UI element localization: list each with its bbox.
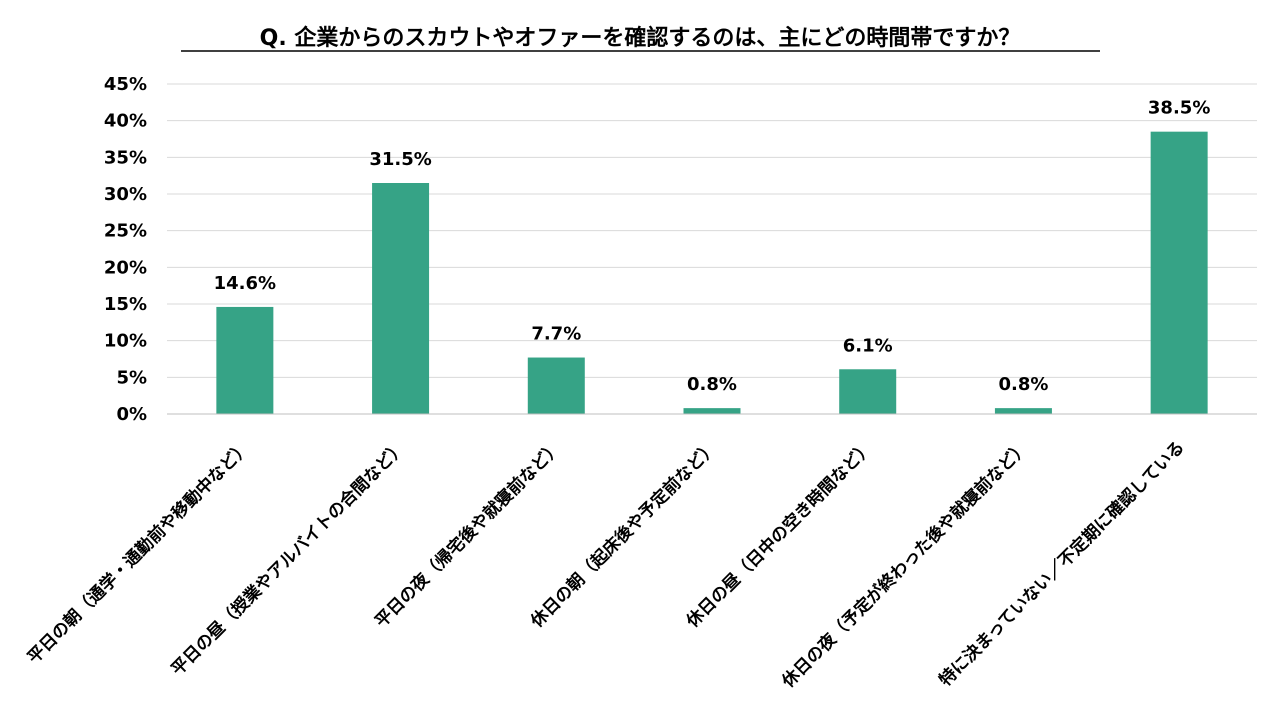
- y-tick-label: 35%: [104, 147, 147, 168]
- bar: [527, 357, 585, 414]
- y-axis-ticks: 0% 5% 10% 15% 20% 25% 30% 35% 40% 45%: [104, 74, 147, 425]
- y-tick-label: 15%: [104, 294, 147, 315]
- category-label: 休日の昼（日中の空き時間など）: [681, 437, 877, 633]
- category-label: 休日の朝（起床後や予定前など）: [526, 437, 722, 633]
- y-tick-label: 40%: [104, 111, 147, 132]
- data-label: 14.6%: [214, 273, 276, 294]
- y-tick-label: 25%: [104, 221, 147, 242]
- data-label: 31.5%: [369, 149, 431, 170]
- bar: [216, 306, 274, 414]
- data-labels: 14.6% 31.5% 7.7% 0.8% 6.1% 0.8% 38.5%: [214, 98, 1211, 395]
- category-label: 平日の夜（帰宅後や就寝前など）: [371, 437, 566, 632]
- gridlines: [167, 83, 1257, 378]
- y-tick-label: 45%: [104, 74, 147, 95]
- category-label: 休日の夜（予定が終わった後や就寝前など）: [777, 437, 1033, 693]
- data-label: 7.7%: [531, 324, 581, 345]
- bar: [683, 408, 741, 414]
- bar: [372, 183, 430, 414]
- bar: [839, 369, 897, 414]
- y-tick-label: 30%: [104, 184, 147, 205]
- data-label: 38.5%: [1148, 98, 1210, 119]
- bar: [994, 408, 1052, 414]
- data-label: 0.8%: [687, 374, 737, 395]
- bars: [216, 131, 1208, 414]
- data-label: 0.8%: [998, 374, 1048, 395]
- y-tick-label: 20%: [104, 257, 147, 278]
- data-label: 6.1%: [843, 335, 893, 356]
- chart-title: Q. 企業からのスカウトやオファーを確認するのは、主にどの時間帯ですか？: [260, 25, 1021, 51]
- category-label: 特に決まっていない／不定期に確認している: [935, 437, 1189, 691]
- bar: [1150, 131, 1208, 414]
- y-tick-label: 5%: [116, 367, 147, 388]
- y-tick-label: 0%: [116, 404, 147, 425]
- y-tick-label: 10%: [104, 331, 147, 352]
- category-labels: 平日の朝（通学・通勤前や移動中など）平日の昼（授業やアルバイトの合間など）平日の…: [23, 437, 1189, 693]
